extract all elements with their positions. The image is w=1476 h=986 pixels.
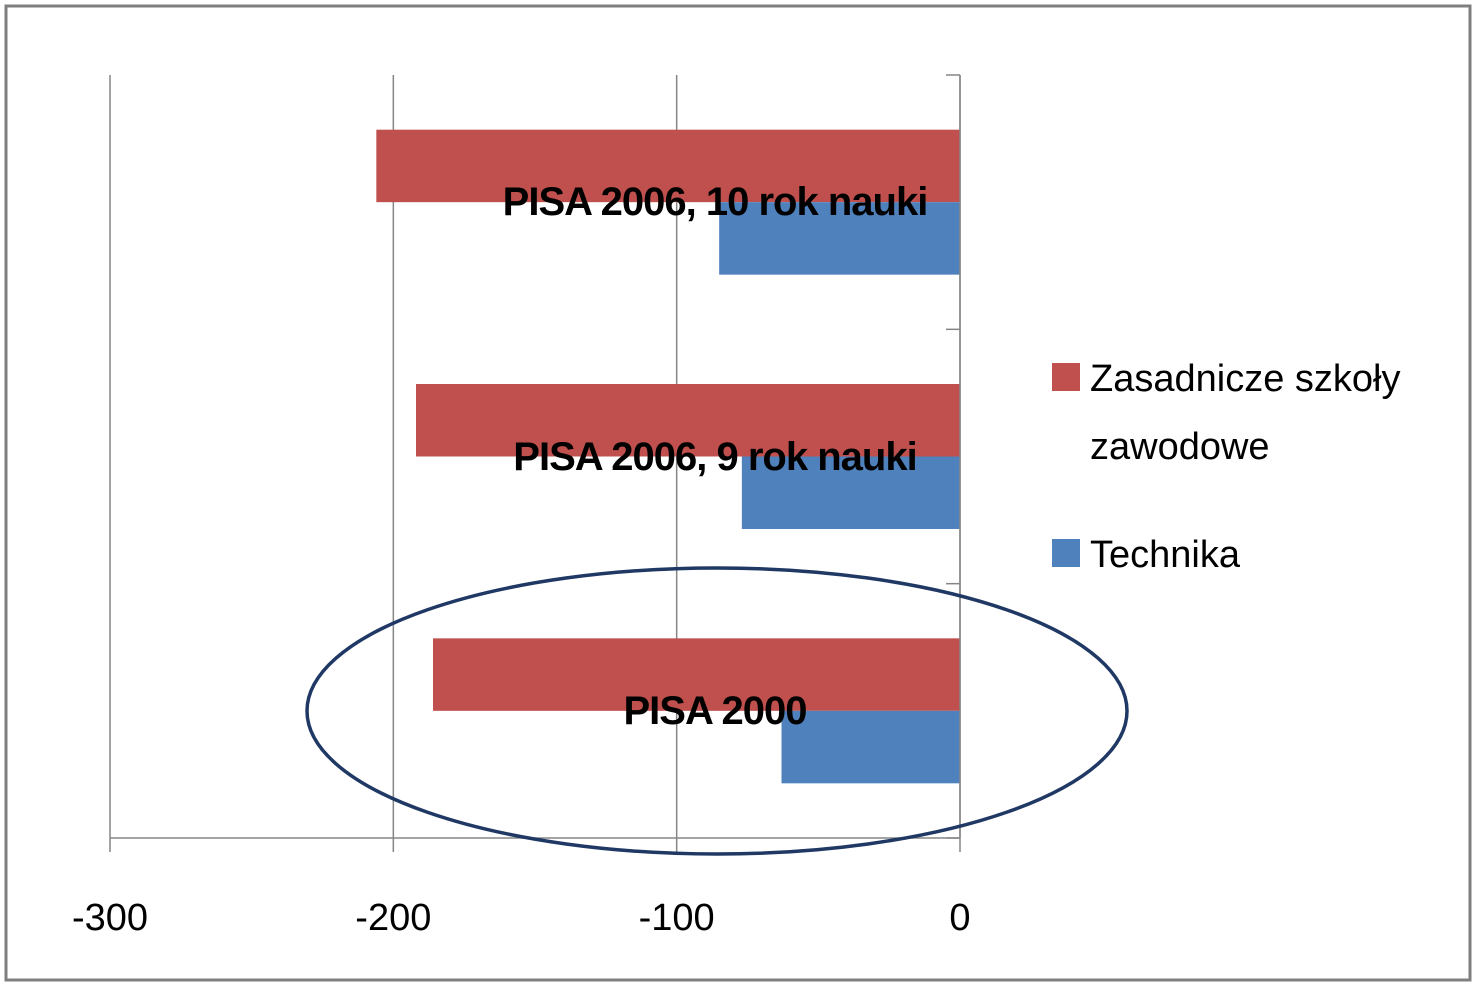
x-tick-label: -100 — [639, 897, 715, 939]
highlight-ellipse — [305, 566, 1129, 856]
bar — [416, 384, 960, 457]
bar — [433, 638, 960, 711]
category-label: PISA 2006, 10 rok nauki — [502, 180, 929, 225]
legend-item: Technika — [1052, 521, 1452, 589]
x-tick-label: 0 — [949, 897, 970, 939]
x-tick-label: -300 — [72, 897, 148, 939]
legend-label: Technika — [1090, 534, 1240, 576]
legend-label: Zasadnicze szkoły zawodowe — [1090, 358, 1401, 468]
legend-swatch — [1052, 539, 1080, 567]
category-label: PISA 2000 — [623, 688, 808, 733]
x-tick-label: -200 — [355, 897, 431, 939]
bar — [376, 129, 960, 203]
legend-item: Zasadnicze szkoły zawodowe — [1052, 345, 1452, 481]
bar — [781, 710, 960, 784]
category-label: PISA 2006, 9 rok nauki — [513, 434, 917, 479]
legend: Zasadnicze szkoły zawodowe Technika — [1052, 345, 1452, 629]
bar — [741, 456, 960, 529]
bar — [719, 202, 960, 275]
legend-swatch — [1052, 363, 1080, 391]
